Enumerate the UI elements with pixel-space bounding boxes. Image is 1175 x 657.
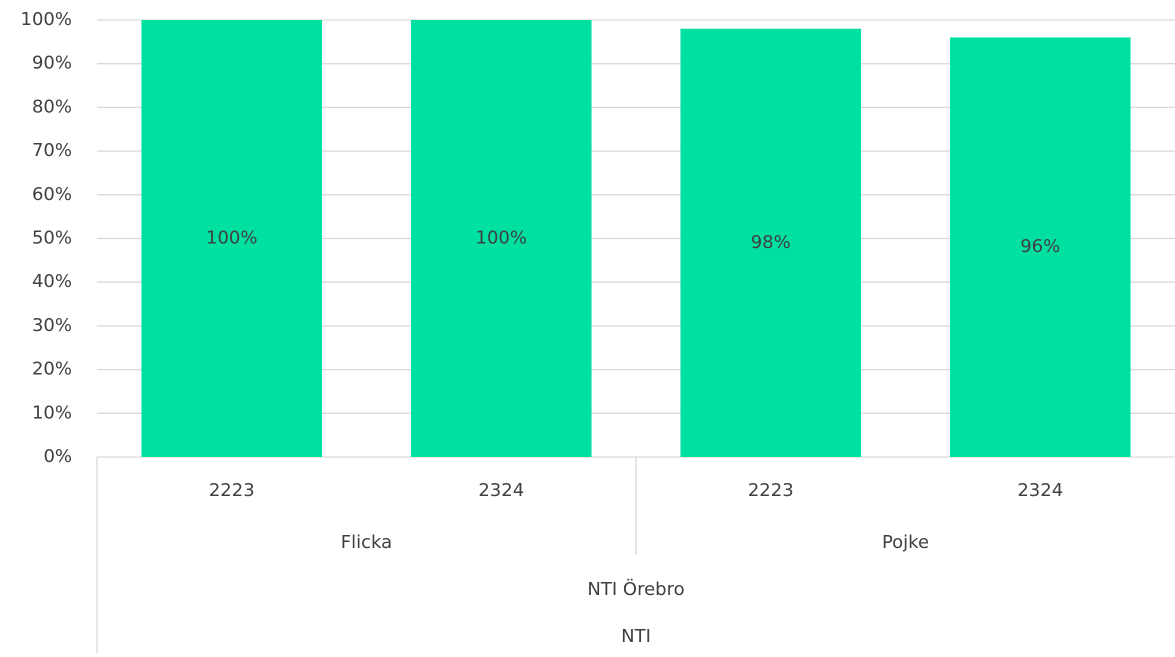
group-label: Pojke xyxy=(882,532,929,553)
x-tick-label: 2324 xyxy=(478,480,524,501)
x-tick-label: 2223 xyxy=(209,480,255,501)
bar xyxy=(141,20,323,457)
data-label: 98% xyxy=(751,232,791,253)
y-tick-label: 70% xyxy=(32,140,72,161)
y-tick-label: 30% xyxy=(32,315,72,336)
bar xyxy=(949,37,1131,457)
data-label: 100% xyxy=(206,228,257,249)
y-tick-label: 50% xyxy=(32,228,72,249)
y-tick-label: 60% xyxy=(32,184,72,205)
x-tick-label: 2223 xyxy=(748,480,794,501)
y-tick-label: 20% xyxy=(32,359,72,380)
y-tick-label: 10% xyxy=(32,402,72,423)
group-label: NTI xyxy=(621,626,651,647)
y-tick-label: 90% xyxy=(32,53,72,74)
y-tick-label: 80% xyxy=(32,96,72,117)
bar xyxy=(410,20,592,457)
y-tick-label: 0% xyxy=(43,446,72,467)
data-label: 96% xyxy=(1020,236,1060,257)
data-label: 100% xyxy=(476,228,527,249)
x-tick-label: 2324 xyxy=(1017,480,1063,501)
bar xyxy=(680,28,862,458)
y-tick-label: 40% xyxy=(32,271,72,292)
group-label: Flicka xyxy=(341,532,392,553)
y-tick-label: 100% xyxy=(21,9,72,30)
group-label: NTI Örebro xyxy=(587,578,684,600)
